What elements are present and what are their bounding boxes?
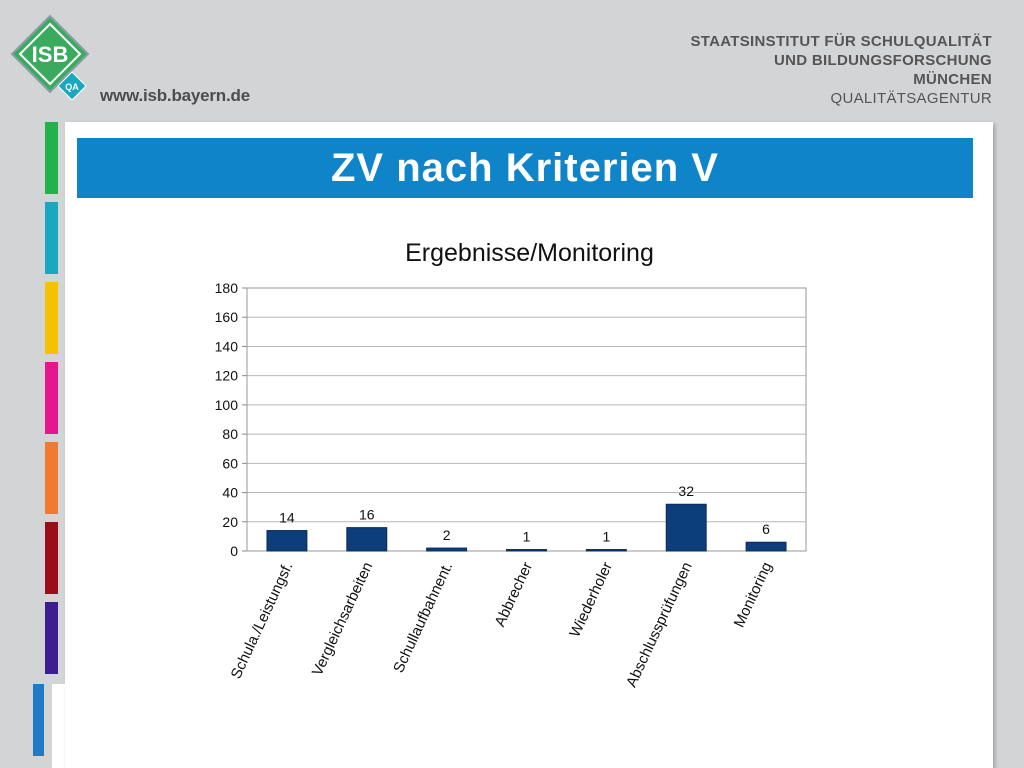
institute-line: MÜNCHEN [913,71,992,88]
x-tick-label: Schullaufbahnent. [390,560,456,676]
y-tick-label: 80 [222,426,238,442]
y-tick-label: 20 [222,514,238,530]
color-strip-segment [45,602,58,674]
x-tick-label: Abbrecher [491,560,536,630]
bar [426,547,468,552]
x-tick-label: Wiederholer [566,560,616,640]
y-tick-label: 0 [230,543,238,559]
y-tick-label: 100 [215,397,239,413]
bar-value-label: 16 [359,507,375,523]
bar-value-label: 32 [678,483,694,499]
color-strip-segment [45,202,58,274]
bar-value-label: 1 [523,529,531,545]
x-tick-label: Schula./Leistungsf. [228,560,297,682]
bar [665,503,707,552]
bar [346,527,388,552]
y-tick-label: 60 [222,455,238,471]
slide: ZV nach Kriterien V Ergebnisse/Monitorin… [65,122,993,768]
y-tick-label: 40 [222,485,238,501]
bar [585,549,627,552]
isb-logo[interactable]: ISB QA www.isb.bayern.de [8,10,250,110]
plot-area [246,287,807,552]
logo-url[interactable]: www.isb.bayern.de [100,86,250,105]
x-tick-label: Monitoring [731,560,776,631]
color-strip-segment [45,282,58,354]
color-strip-lower [33,684,44,756]
bar [266,530,308,552]
chart-title: Ergebnisse/Monitoring [405,239,654,267]
bar-value-label: 6 [762,521,770,537]
bar-chart: Ergebnisse/Monitoring 0 20 40 60 80 100 120 140 1… [215,239,807,690]
institute-line: STAATSINSTITUT FÜR SCHULQUALITÄT [690,33,992,50]
x-tick-label: Abschlussprüfungen [623,560,696,690]
slide-title: ZV nach Kriterien V [77,138,973,198]
bar [745,541,787,552]
institute-subline: QUALITÄTSAGENTUR [830,90,992,107]
color-strip-segment [45,122,58,194]
y-tick-label: 180 [215,280,239,296]
bar-value-label: 2 [443,527,451,543]
slide-edge [52,684,66,768]
logo-text: ISB [32,42,69,67]
isb-logo-icon: ISB QA [10,14,90,101]
x-tick-label: Vergleichsarbeiten [309,560,377,679]
institute-line: UND BILDUNGSFORSCHUNG [774,52,992,69]
y-tick-label: 120 [215,368,239,384]
color-strip-segment [45,522,58,594]
color-strip-segment [45,362,58,434]
y-tick-label: 160 [215,309,239,325]
bar-value-label: 1 [602,529,610,545]
color-strip-segment [45,442,58,514]
y-tick-label: 140 [215,338,239,354]
bar [506,549,547,552]
logo-badge: QA [65,82,79,92]
institute-name: STAATSINSTITUT FÜR SCHULQUALITÄT UND BIL… [690,32,992,108]
bar-value-label: 14 [279,510,295,526]
